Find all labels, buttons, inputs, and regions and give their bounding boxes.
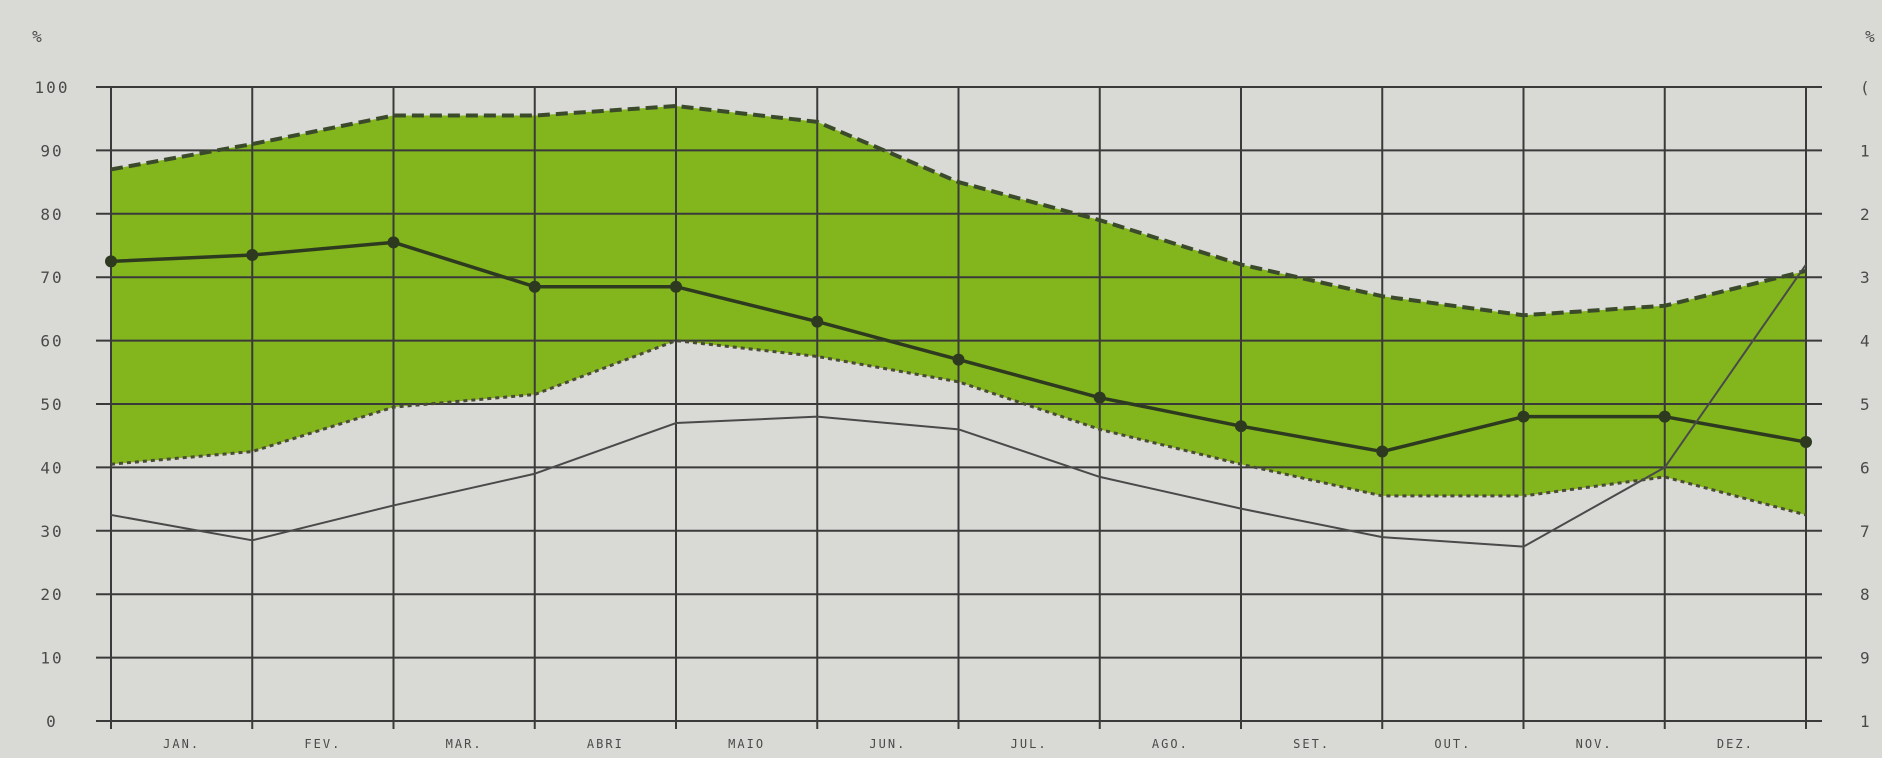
series-marker-2 xyxy=(952,353,965,366)
series-marker-2 xyxy=(811,315,824,328)
series-line-1 xyxy=(110,339,1807,517)
x-tick-label: DEZ. xyxy=(1717,737,1754,751)
y-tick-left-30: 30 xyxy=(40,522,63,541)
x-tick-label: ABRI xyxy=(587,737,624,751)
y-tick-right-50: 5 xyxy=(1860,395,1872,414)
series-marker-2 xyxy=(387,236,400,249)
series-marker-2 xyxy=(1658,410,1671,423)
series-marker-2 xyxy=(528,280,541,293)
series-marker-2 xyxy=(105,255,117,268)
x-tick-label: NOV. xyxy=(1576,737,1613,751)
y-tick-right-80: 2 xyxy=(1860,205,1872,224)
x-tick-label: AGO. xyxy=(1152,737,1189,751)
y-tick-right-100: ( xyxy=(1860,78,1872,97)
y-tick-right-40: 6 xyxy=(1860,458,1872,477)
marker-layer xyxy=(105,236,1812,458)
y-tick-right-20: 8 xyxy=(1860,585,1872,604)
series-line-3 xyxy=(110,263,1807,548)
y-tick-right-30: 7 xyxy=(1860,522,1872,541)
series-marker-2 xyxy=(670,280,682,293)
y-tick-left-20: 20 xyxy=(40,585,63,604)
y-tick-left-50: 50 xyxy=(40,395,63,414)
x-tick-label: MAIO xyxy=(728,737,765,751)
y-tick-left-80: 80 xyxy=(40,205,63,224)
grid-layer xyxy=(96,86,1822,729)
series-marker-2 xyxy=(246,249,259,262)
series-marker-2 xyxy=(1235,420,1247,433)
x-tick-label: FEV. xyxy=(304,737,341,751)
series-line-0 xyxy=(110,104,1807,318)
y-tick-left-100: 100 xyxy=(35,78,70,97)
x-tick-label: JUL. xyxy=(1011,737,1048,751)
y-tick-right-60: 4 xyxy=(1860,332,1872,351)
y-tick-left-60: 60 xyxy=(40,332,63,351)
y-tick-left-70: 70 xyxy=(40,268,63,287)
y-tick-left-10: 10 xyxy=(40,649,63,668)
x-tick-label: MAR. xyxy=(446,737,483,751)
y-tick-right-90: 1 xyxy=(1860,141,1872,160)
x-tick-label: OUT. xyxy=(1434,737,1471,751)
y-unit-right: % xyxy=(1865,27,1875,46)
x-tick-label: SET. xyxy=(1293,737,1330,751)
x-tick-label: JAN. xyxy=(163,737,200,751)
x-tick-label: JUN. xyxy=(869,737,906,751)
series-marker-2 xyxy=(1376,445,1389,458)
label-layer: % % 0 1 10 9 20 8 30 7 40 6 50 5 60 4 70 3 80 2 90 1 100 ( JAN… xyxy=(32,27,1875,751)
series-marker-2 xyxy=(1800,436,1812,449)
y-tick-left-0: 0 xyxy=(46,712,58,731)
y-tick-left-90: 90 xyxy=(40,141,63,160)
series-marker-2 xyxy=(1517,410,1530,423)
y-tick-left-40: 40 xyxy=(40,458,63,477)
y-tick-right-10: 9 xyxy=(1860,649,1872,668)
y-unit-left: % xyxy=(32,27,42,46)
y-tick-right-70: 3 xyxy=(1860,268,1872,287)
y-tick-right-0: 1 xyxy=(1860,712,1872,731)
series-marker-2 xyxy=(1093,391,1106,404)
